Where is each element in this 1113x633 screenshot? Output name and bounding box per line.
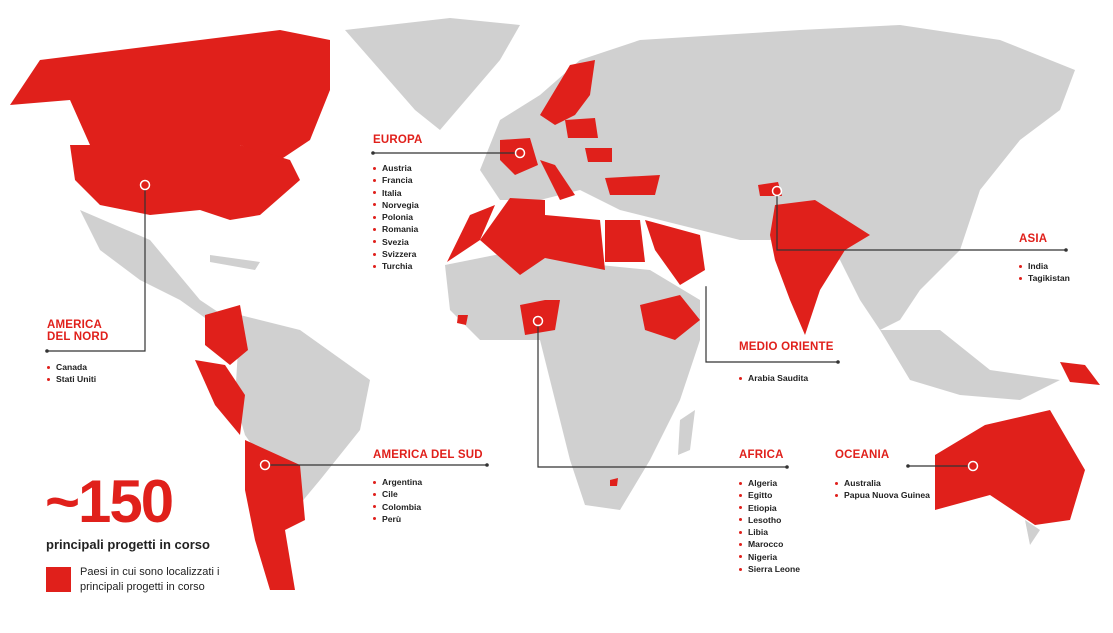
list-item: Libia (739, 526, 800, 538)
list-item: Francia (373, 174, 419, 186)
project-count-caption: principali progetti in corso (46, 537, 210, 552)
madagascar (678, 410, 695, 455)
list-item: Romania (373, 223, 419, 235)
italy (540, 160, 575, 200)
africa-gray (445, 250, 700, 510)
lesotho (610, 478, 618, 486)
region-title: AMERICA DEL SUD (373, 449, 483, 461)
region-africa: AFRICA Algeria Egitto Etiopia Lesotho Li… (739, 449, 800, 574)
list-item: Colombia (373, 501, 422, 513)
land-highlighted (10, 30, 1100, 590)
country-list: Austria Francia Italia Norvegia Polonia … (373, 162, 419, 273)
region-title-line2: DEL NORD (47, 331, 109, 343)
usa (70, 145, 300, 220)
country-list: Australia Papua Nuova Guinea (835, 477, 930, 502)
ethiopia (640, 295, 700, 340)
list-item: Australia (835, 477, 930, 489)
list-item: India (1019, 260, 1070, 272)
list-item: Marocco (739, 538, 800, 550)
sierra-leone (457, 315, 468, 325)
list-item: Algeria (739, 477, 800, 489)
region-europa: EUROPA Austria Francia Italia Norvegia P… (373, 134, 423, 271)
list-item: Turchia (373, 260, 419, 272)
saudi-arabia (645, 220, 705, 285)
country-list: Arabia Saudita (739, 372, 808, 384)
algeria (480, 198, 545, 275)
region-oceania: OCEANIA Australia Papua Nuova Guinea (835, 449, 930, 500)
australia (935, 410, 1085, 525)
list-item: Svizzera (373, 248, 419, 260)
project-count: ~150 (45, 468, 174, 535)
list-item: Egitto (739, 489, 800, 501)
country-list: Canada Stati Uniti (47, 361, 96, 386)
list-item: Polonia (373, 211, 419, 223)
leader-medio-oriente (705, 286, 838, 363)
list-item: Italia (373, 187, 419, 199)
list-item: Argentina (373, 476, 422, 488)
region-title: OCEANIA (835, 449, 890, 461)
region-title: ASIA (1019, 233, 1048, 245)
papua-new-guinea (1060, 362, 1100, 385)
leader-lines (47, 152, 1066, 468)
canada (10, 30, 330, 160)
region-medio-oriente: MEDIO ORIENTE Arabia Saudita (739, 341, 834, 383)
region-title-line1: AMERICA (47, 319, 103, 331)
list-item: Perù (373, 513, 422, 525)
list-item: Svezia (373, 236, 419, 248)
turkey (605, 175, 660, 195)
leader-ends (45, 151, 1068, 469)
morocco (447, 205, 495, 262)
list-item: Tagikistan (1019, 272, 1070, 284)
list-item: Cile (373, 488, 422, 500)
list-item: Etiopia (739, 502, 800, 514)
libya (545, 215, 605, 270)
france (500, 138, 538, 175)
region-asia: ASIA India Tagikistan (1019, 233, 1070, 283)
legend-swatch (46, 567, 71, 592)
caribbean (210, 255, 260, 270)
region-title: AFRICA (739, 449, 784, 461)
list-item: Lesotho (739, 514, 800, 526)
legend-text: Paesi in cui sono localizzati i principa… (80, 566, 220, 593)
region-title: EUROPA (373, 134, 423, 146)
greenland (345, 18, 520, 130)
colombia (205, 305, 248, 365)
norway-sweden (540, 60, 595, 125)
region-sud-america: AMERICA DEL SUD Argentina Cile Colombia … (373, 449, 483, 524)
list-item: Arabia Saudita (739, 372, 808, 384)
list-item: Norvegia (373, 199, 419, 211)
eurasia (480, 25, 1075, 330)
country-list: Algeria Egitto Etiopia Lesotho Libia Mar… (739, 477, 800, 575)
list-item: Sierra Leone (739, 563, 800, 575)
tajikistan (758, 182, 782, 196)
location-markers (139, 147, 979, 472)
leader-asia (776, 196, 1066, 251)
list-item: Papua Nuova Guinea (835, 489, 930, 501)
country-list: Argentina Cile Colombia Perù (373, 476, 422, 525)
poland (565, 118, 598, 138)
leader-nord-america (47, 190, 146, 352)
chile-argentina (245, 440, 305, 590)
peru (195, 360, 245, 435)
central-america (80, 210, 230, 325)
leader-africa (537, 326, 787, 468)
region-title: MEDIO ORIENTE (739, 341, 834, 353)
southeast-asia (880, 330, 1060, 400)
list-item: Nigeria (739, 551, 800, 563)
list-item: Austria (373, 162, 419, 174)
region-nord-america: AMERICA DEL NORD Canada Stati Uniti (47, 319, 109, 384)
country-list: India Tagikistan (1019, 260, 1070, 285)
list-item: Canada (47, 361, 96, 373)
india (770, 200, 870, 335)
list-item: Stati Uniti (47, 373, 96, 385)
new-zealand (1025, 520, 1040, 545)
egypt (605, 220, 645, 262)
romania (585, 148, 612, 162)
